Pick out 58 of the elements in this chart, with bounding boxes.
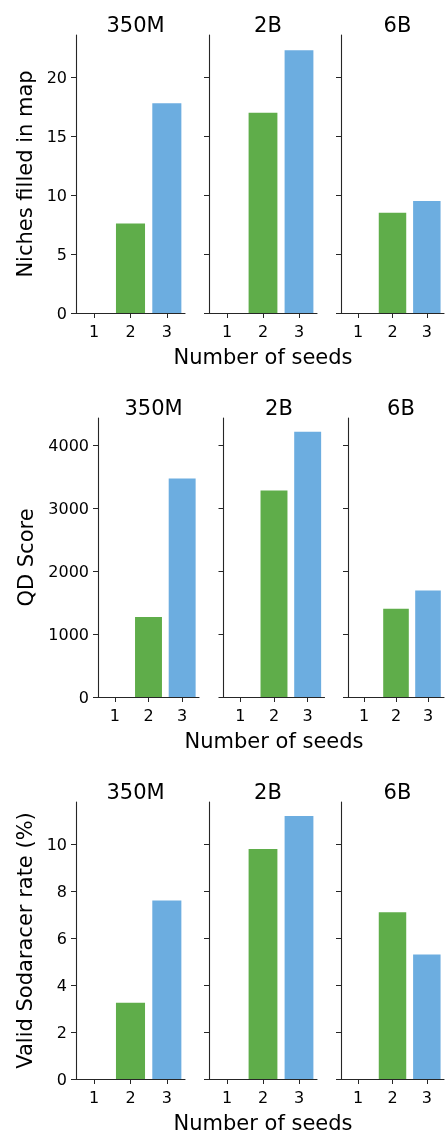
y-tick-label: 10 bbox=[46, 185, 67, 205]
chart-title: 350M bbox=[106, 12, 165, 37]
y-tick-label: 2000 bbox=[48, 561, 89, 581]
x-tick-label: 3 bbox=[161, 321, 172, 341]
y-tick-label: 20 bbox=[46, 67, 67, 87]
y-tick-label: 0 bbox=[78, 687, 89, 707]
chart-title: 6B bbox=[383, 779, 412, 804]
y-tick-label: 4000 bbox=[48, 435, 89, 455]
x-tick-label: 3 bbox=[293, 321, 305, 341]
y-tick-label: 15 bbox=[46, 126, 67, 146]
x-tick-label: 1 bbox=[221, 321, 233, 341]
y-tick-label: 0 bbox=[56, 1069, 67, 1089]
x-tick-label: 1 bbox=[358, 705, 370, 725]
x-tick-label: 1 bbox=[353, 321, 364, 341]
chart-title: 2B bbox=[254, 12, 282, 37]
x-tick-label: 2 bbox=[125, 1087, 136, 1107]
x-tick-label: 1 bbox=[353, 1087, 364, 1107]
x-tick-label: 2 bbox=[387, 321, 398, 341]
x-tick-label: 2 bbox=[387, 1087, 398, 1107]
x-tick-label: 1 bbox=[234, 705, 245, 725]
y-tick-label: 0 bbox=[56, 303, 67, 323]
y-tick-label: 1000 bbox=[48, 624, 89, 644]
y-tick-label: 2 bbox=[56, 1022, 67, 1042]
y-tick-label: 10 bbox=[46, 834, 67, 854]
x-tick-label: 1 bbox=[221, 1087, 233, 1107]
y-tick-label: 4 bbox=[56, 975, 67, 995]
chart-title: 6B bbox=[387, 395, 415, 420]
x-tick-label: 1 bbox=[109, 705, 120, 725]
y-tick-label: 6 bbox=[56, 928, 67, 948]
x-tick-label: 3 bbox=[177, 705, 188, 725]
x-tick-label: 2 bbox=[143, 705, 154, 725]
x-axis-title: Number of seeds bbox=[173, 344, 353, 369]
x-tick-label: 3 bbox=[421, 1087, 432, 1107]
chart-title: 6B bbox=[383, 12, 412, 37]
y-axis-title: QD Score bbox=[13, 508, 38, 607]
x-tick-label: 2 bbox=[268, 705, 279, 725]
chart-title: 2B bbox=[254, 779, 282, 804]
x-axis-title: Number of seeds bbox=[183, 728, 364, 753]
y-tick-label: 8 bbox=[56, 881, 67, 901]
chart-title: 350M bbox=[106, 779, 165, 804]
x-tick-label: 1 bbox=[89, 1087, 100, 1107]
x-tick-label: 3 bbox=[161, 1087, 172, 1107]
x-tick-label: 2 bbox=[390, 705, 402, 725]
x-tick-label: 3 bbox=[422, 705, 434, 725]
x-tick-label: 2 bbox=[257, 1087, 269, 1107]
x-tick-label: 3 bbox=[302, 705, 313, 725]
x-tick-label: 3 bbox=[293, 1087, 305, 1107]
x-tick-label: 2 bbox=[125, 321, 136, 341]
y-axis-title: Valid Sodaracer rate (%) bbox=[13, 812, 38, 1069]
y-axis-title: Niches filled in map bbox=[13, 70, 38, 278]
x-axis-title: Number of seeds bbox=[173, 1110, 353, 1135]
chart-title: 350M bbox=[124, 395, 183, 420]
chart-title: 2B bbox=[264, 395, 293, 420]
x-tick-label: 3 bbox=[421, 321, 432, 341]
y-tick-label: 3000 bbox=[48, 498, 89, 518]
x-tick-label: 1 bbox=[89, 321, 100, 341]
x-tick-label: 2 bbox=[257, 321, 269, 341]
y-tick-label: 5 bbox=[56, 244, 67, 264]
